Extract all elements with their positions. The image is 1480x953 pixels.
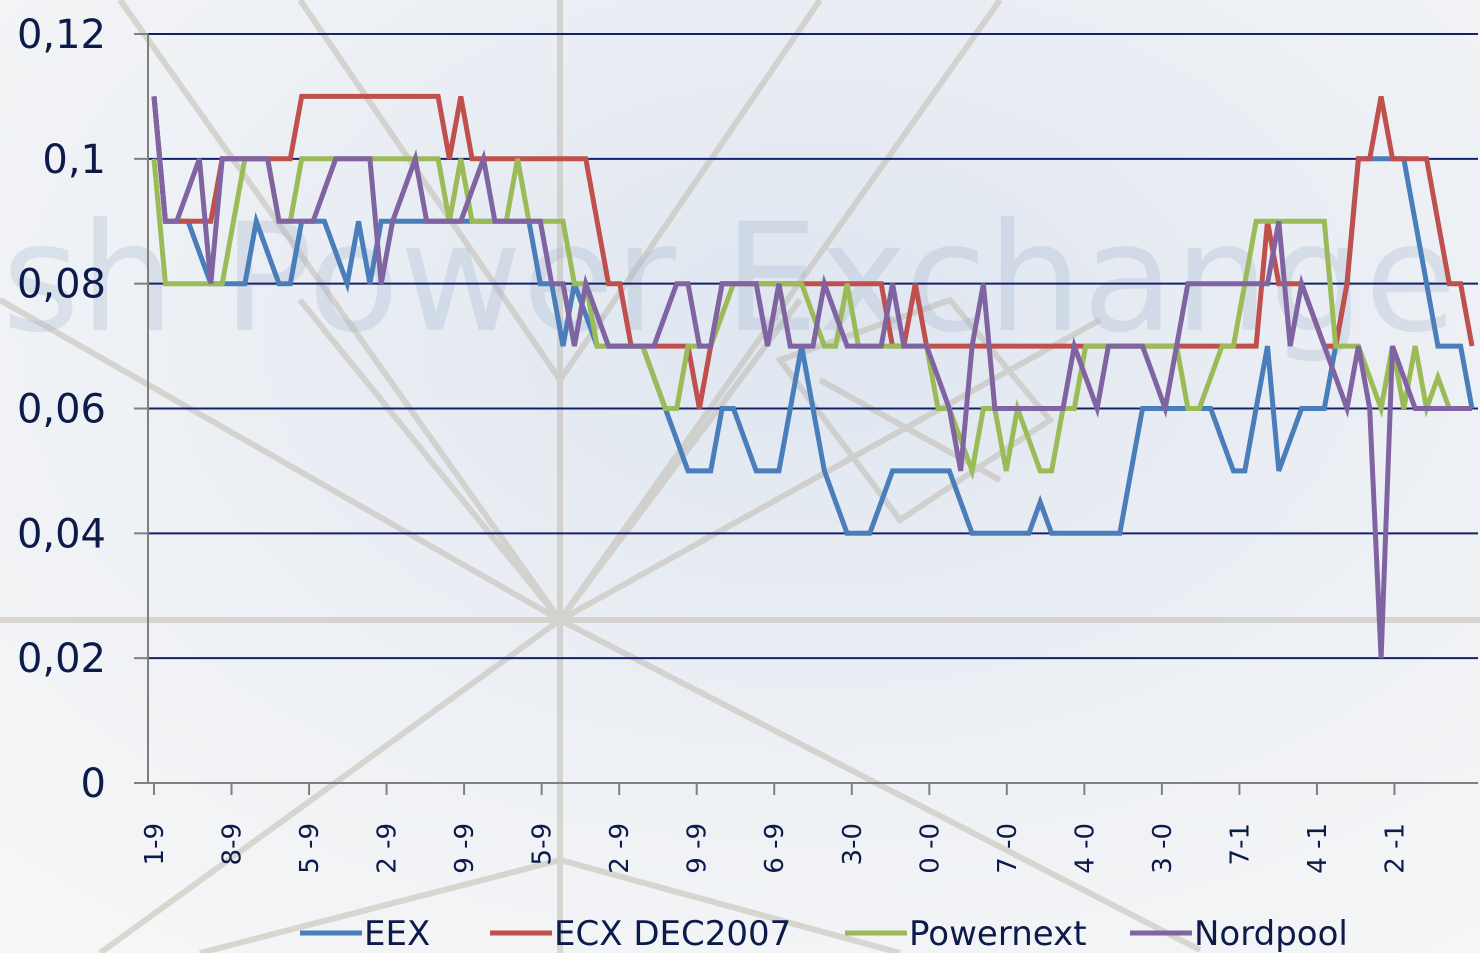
series-lines bbox=[151, 93, 1475, 659]
legend-label: EEX bbox=[364, 914, 430, 953]
y-tick-label: 0 bbox=[81, 761, 106, 807]
x-tick-label: 4 -0 bbox=[1070, 823, 1100, 874]
series-line-ecx-dec2007 bbox=[151, 93, 1475, 409]
legend-label: ECX DEC2007 bbox=[554, 914, 791, 953]
y-tick-label: 0,1 bbox=[42, 137, 106, 183]
series-line-eex bbox=[151, 96, 1475, 536]
x-tick-label: 2 -9 bbox=[605, 823, 635, 874]
x-axis-ticks: 1-9 8-9 5 -9 2 -9 9 -9 5-9 2 -9 9 -9 6 -9 3-0 0 -0… bbox=[140, 783, 1410, 874]
legend-label: Powernext bbox=[909, 914, 1087, 953]
y-tick-label: 0,02 bbox=[17, 636, 106, 682]
legend: EEX ECX DEC2007 Powernext Nordpool bbox=[300, 914, 1348, 953]
y-tick-label: 0,06 bbox=[17, 387, 106, 433]
x-tick-label: 0 -0 bbox=[915, 823, 945, 874]
x-tick-label: 7 -0 bbox=[993, 823, 1023, 874]
x-tick-label: 2 -1 bbox=[1380, 823, 1410, 874]
y-tick-label: 0,04 bbox=[17, 511, 106, 557]
x-tick-label: 9 -9 bbox=[683, 823, 713, 874]
legend-label: Nordpool bbox=[1194, 914, 1348, 953]
x-tick-label: 4 -1 bbox=[1303, 823, 1333, 874]
x-tick-label: 1-9 bbox=[140, 823, 170, 865]
x-tick-label: 7-1 bbox=[1225, 823, 1255, 865]
y-tick-label: 0,08 bbox=[17, 262, 106, 308]
y-tick-label: 0,12 bbox=[17, 12, 106, 58]
x-tick-label: 2 -9 bbox=[373, 823, 403, 874]
x-tick-label: 8-9 bbox=[218, 823, 248, 865]
series-line-powernext bbox=[151, 156, 1472, 481]
x-tick-label: 5 -9 bbox=[295, 823, 325, 874]
series-line-nordpool bbox=[151, 96, 1472, 659]
x-tick-label: 3-0 bbox=[838, 823, 868, 865]
x-tick-label: 5-9 bbox=[528, 823, 558, 865]
x-tick-label: 3 -0 bbox=[1148, 823, 1178, 874]
x-tick-label: 6 -9 bbox=[760, 823, 790, 874]
x-tick-label: 9 -9 bbox=[450, 823, 480, 874]
y-axis-ticks: 0 0,02 0,04 0,06 0,08 0,1 0,12 bbox=[17, 12, 148, 807]
watermark-text: ish Power Exchange bbox=[0, 192, 1457, 366]
